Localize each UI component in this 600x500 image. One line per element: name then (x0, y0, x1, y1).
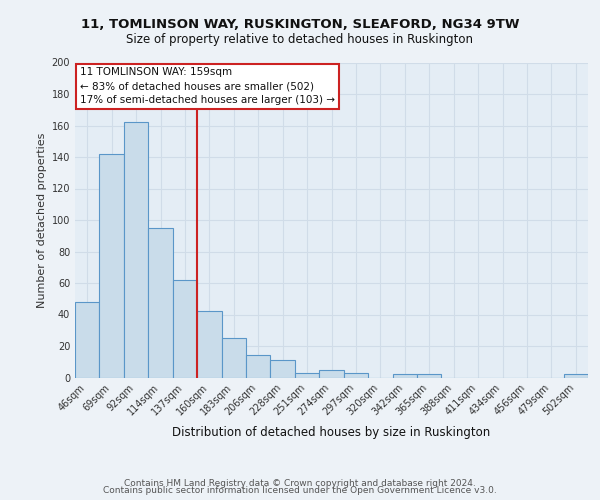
Bar (319, 370, 344, 378)
X-axis label: Distribution of detached houses by size in Ruskington: Distribution of detached houses by size … (172, 426, 491, 438)
Bar (295, 373, 319, 378)
Bar (392, 374, 417, 378)
Bar (75, 302, 100, 378)
Text: Size of property relative to detached houses in Ruskington: Size of property relative to detached ho… (127, 32, 473, 46)
Text: Contains HM Land Registry data © Crown copyright and database right 2024.: Contains HM Land Registry data © Crown c… (124, 478, 476, 488)
Bar (197, 312, 221, 378)
Bar (417, 374, 442, 378)
Y-axis label: Number of detached properties: Number of detached properties (37, 132, 47, 308)
Bar (124, 122, 148, 378)
Bar (221, 338, 246, 378)
Bar (173, 280, 197, 378)
Text: 11 TOMLINSON WAY: 159sqm
← 83% of detached houses are smaller (502)
17% of semi-: 11 TOMLINSON WAY: 159sqm ← 83% of detach… (80, 67, 335, 105)
Bar (148, 228, 173, 378)
Bar (271, 360, 295, 378)
Bar (563, 374, 588, 378)
Bar (344, 373, 368, 378)
Text: 11, TOMLINSON WAY, RUSKINGTON, SLEAFORD, NG34 9TW: 11, TOMLINSON WAY, RUSKINGTON, SLEAFORD,… (81, 18, 519, 30)
Text: Contains public sector information licensed under the Open Government Licence v3: Contains public sector information licen… (103, 486, 497, 495)
Bar (100, 154, 124, 378)
Bar (246, 356, 271, 378)
